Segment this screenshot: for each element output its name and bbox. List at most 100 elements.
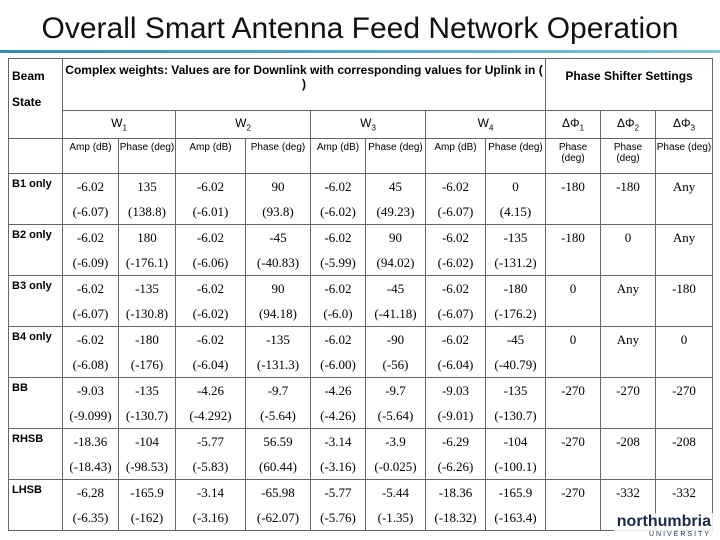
row-label: LHSB [8, 479, 63, 531]
weight-cell: -45 (-40.79) [485, 326, 546, 378]
uplink-value: (49.23) [376, 204, 415, 219]
uplink-value: (-0.025) [374, 459, 417, 474]
weight-cell: -6.02 (-6.09) [62, 224, 119, 276]
corner-cell: Beam State [8, 58, 63, 139]
shifter-cell: -208 [600, 428, 656, 480]
shifter-symbol: ΔΦ1 [545, 110, 601, 139]
settings-table: Beam State Complex weights: Values are for… [8, 58, 714, 531]
weight-cell: -6.02 (-6.04) [425, 326, 486, 378]
downlink-value: -135 [135, 281, 159, 296]
shifter-value: -180 [616, 179, 640, 194]
symbol-sub: 1 [579, 123, 585, 133]
downlink-value: -6.02 [324, 179, 352, 194]
shifter-value: Any [616, 281, 640, 296]
symbol-sub: 3 [371, 123, 376, 133]
weight-cell: -6.02 (-6.02) [310, 173, 366, 225]
weight-cell: -4.26 (-4.26) [310, 377, 366, 429]
uplink-value: (-41.18) [374, 306, 417, 321]
shifter-cell: Any [600, 326, 656, 378]
symbol-sub: 1 [122, 123, 127, 133]
weight-cell: -5.44 (-1.35) [365, 479, 426, 531]
weight-cell: -135 (-130.7) [485, 377, 546, 429]
uplink-value: (-5.64) [377, 408, 414, 423]
downlink-value: -165.9 [498, 485, 533, 500]
uplink-value: (-6.0) [323, 306, 353, 321]
downlink-value: -6.02 [441, 332, 470, 347]
symbol-sub: 2 [246, 123, 251, 133]
weight-cell: -6.02 (-6.07) [425, 173, 486, 225]
downlink-value: -9.03 [76, 383, 105, 398]
uplink-value: (-6.04) [437, 357, 474, 372]
weight-header: W1 [62, 110, 176, 139]
weight-cell: 135 (138.8) [118, 173, 176, 225]
weight-cell: -90 (-56) [365, 326, 426, 378]
shifter-value: -270 [672, 383, 696, 398]
uplink-value: (-5.64) [260, 408, 296, 423]
shifter-cell: -270 [654, 377, 714, 429]
corner-text: Beam [12, 69, 45, 83]
title-rule [0, 50, 720, 53]
weight-cell: 0 (4.15) [485, 173, 546, 225]
downlink-value: -180 [135, 332, 159, 347]
uplink-value: (-163.4) [494, 510, 537, 525]
subheader-row: Amp (dB) Phase (deg) Amp (dB) Phase (deg) Am… [8, 138, 714, 174]
weights-header: Complex weights: Values are for Downlink… [62, 58, 546, 111]
weight-header: W2 [175, 110, 311, 139]
downlink-value: -104 [135, 434, 159, 449]
uplink-value: (-176.2) [494, 306, 537, 321]
uplink-value: (-1.35) [377, 510, 414, 525]
uplink-value: (-6.01) [192, 204, 229, 219]
uplink-value: (-6.06) [192, 255, 229, 270]
shifter-cell: -208 [654, 428, 714, 480]
shifter-value: -270 [561, 383, 585, 398]
weight-cell: -9.7 (-5.64) [245, 377, 311, 429]
weight-cell: 56.59 (60.44) [245, 428, 311, 480]
downlink-value: -5.44 [381, 485, 410, 500]
downlink-value: 180 [137, 230, 157, 245]
weight-cell: -165.9 (-162) [118, 479, 176, 531]
weight-cell: 180 (-176.1) [118, 224, 176, 276]
weight-cell: -6.02 (-6.00) [310, 326, 366, 378]
shifter-value: Any [672, 179, 696, 194]
shifter-cell: -270 [600, 377, 656, 429]
uplink-value: (-6.02) [437, 255, 474, 270]
header-row: Beam State Complex weights: Values are for… [8, 58, 714, 139]
shifter-cell: -180 [600, 173, 656, 225]
downlink-value: -6.28 [76, 485, 105, 500]
subheader: Phase (deg) [365, 138, 426, 174]
weight-cell: -65.98 (-62.07) [245, 479, 311, 531]
uplink-value: (-6.26) [437, 459, 474, 474]
downlink-value: -6.02 [324, 230, 352, 245]
weight-cell: -6.02 (-6.02) [175, 275, 246, 327]
subheader: Phase (deg) [654, 138, 714, 174]
downlink-value: -135 [266, 332, 290, 347]
uplink-value: (-18.43) [69, 459, 112, 474]
uplink-value: (-62.07) [256, 510, 300, 525]
subheader: Phase (deg) [600, 138, 656, 174]
shifter-cell: 0 [545, 275, 601, 327]
downlink-value: 135 [137, 179, 157, 194]
downlink-value: -18.36 [438, 485, 473, 500]
subheader: Phase (deg) [545, 138, 601, 174]
shifter-cell: Any [654, 224, 714, 276]
symbol: W [477, 116, 489, 131]
uplink-value: (-9.099) [69, 408, 112, 423]
shifter-cell: -270 [545, 428, 601, 480]
uplink-value: (-6.00) [320, 357, 356, 372]
weight-cell: -4.26 (-4.292) [175, 377, 246, 429]
subheader: Amp (dB) [310, 138, 366, 174]
downlink-value: -6.02 [196, 332, 225, 347]
weight-cell: -9.03 (-9.099) [62, 377, 119, 429]
downlink-value: -9.7 [267, 383, 289, 398]
uplink-value: (-5.83) [192, 459, 229, 474]
shifter-cell: 0 [600, 224, 656, 276]
uplink-value: (-6.07) [72, 204, 109, 219]
uplink-value: (138.8) [128, 204, 166, 219]
weight-cell: -135 (-131.2) [485, 224, 546, 276]
subheader: Phase (deg) [485, 138, 546, 174]
uplink-value: (-6.07) [72, 306, 109, 321]
uplink-value: (-6.07) [437, 204, 474, 219]
shifter-symbol: ΔΦ2 [600, 110, 656, 139]
downlink-value: -4.26 [324, 383, 352, 398]
downlink-value: -3.14 [196, 485, 225, 500]
